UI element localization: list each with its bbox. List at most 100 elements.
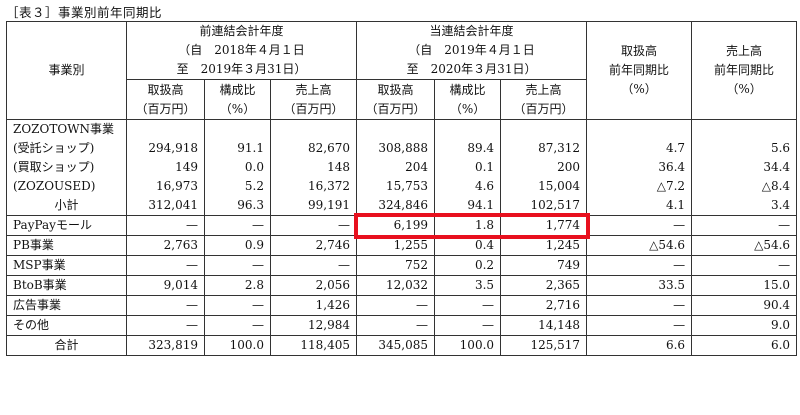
subheader-prev-ratio: 構成比 （%） [204, 79, 271, 120]
table-cell [434, 119, 502, 139]
table-cell: 0.9 [204, 235, 271, 256]
header-yoy-handling: 取扱高 前年同期比 （%） [586, 21, 693, 120]
table-cell: 345,085 [356, 335, 436, 356]
table-row: BtoB事業 9,014 2.8 2,056 12,032 3.5 2,365 33.5 15.… [6, 275, 798, 296]
table-cell [204, 119, 271, 139]
table-cell: 96.3 [204, 196, 271, 216]
table-cell: 5.2 [204, 177, 271, 196]
table-row: (ZOZOUSED) 16,973 5.2 16,372 15,753 4.6 15,004… [6, 177, 798, 196]
subheader-curr-sales: 売上高 （百万円） [500, 79, 588, 120]
table-cell: 2,746 [269, 235, 358, 256]
table-cell: 0.1 [434, 158, 502, 177]
table-cell: 4.1 [586, 196, 693, 216]
table-cell: — [204, 295, 271, 316]
table-cell: 15,004 [500, 177, 588, 196]
table-cell: 323,819 [126, 335, 205, 356]
row-label: (買取ショップ) [6, 158, 127, 177]
table-cell: 36.4 [586, 158, 693, 177]
table-row: PB事業 2,763 0.9 2,746 1,255 0.4 1,245 △54.6 △54.6 [6, 235, 798, 256]
table-cell: 102,517 [500, 196, 588, 216]
table-cell: 33.5 [586, 275, 693, 296]
subheader-curr-handling: 取扱高 （百万円） [356, 79, 436, 120]
table-cell: — [586, 315, 693, 336]
row-label: BtoB事業 [6, 275, 127, 296]
subheader-prev-sales: 売上高 （百万円） [269, 79, 358, 120]
table-cell: — [356, 315, 436, 336]
table-cell: 15,753 [356, 177, 436, 196]
table-cell [269, 119, 358, 139]
table-cell: — [126, 315, 205, 336]
table-row: ZOZOTOWN事業 [6, 119, 798, 139]
table-cell: 752 [356, 255, 436, 276]
table-cell: 1,426 [269, 295, 358, 316]
table-cell: △7.2 [586, 177, 693, 196]
table-cell: — [356, 295, 436, 316]
table-cell: 0.2 [434, 255, 502, 276]
table-cell: 4.6 [434, 177, 502, 196]
table-cell: 9.0 [691, 315, 798, 336]
row-label: 広告事業 [6, 295, 127, 316]
table-cell: 87,312 [500, 139, 588, 158]
table-cell [126, 119, 205, 139]
table-cell: 312,041 [126, 196, 205, 216]
row-label: MSP事業 [6, 255, 127, 276]
table-row: MSP事業 — — —752 0.2 749— — [6, 255, 798, 276]
table-cell: 749 [500, 255, 588, 276]
table-cell: 2,763 [126, 235, 205, 256]
table-cell: 90.4 [691, 295, 798, 316]
table-cell: 118,405 [269, 335, 358, 356]
table-cell: — [269, 255, 358, 276]
table-cell: 200 [500, 158, 588, 177]
table-cell: — [691, 215, 798, 236]
table-cell: 1,255 [356, 235, 436, 256]
table-cell: — [691, 255, 798, 276]
table-cell: 324,846 [356, 196, 436, 216]
table-cell: 6,199 [356, 215, 436, 236]
table-cell: 99,191 [269, 196, 358, 216]
table-caption: ［表３］事業別前年同期比 [6, 5, 163, 20]
table-cell: 2,716 [500, 295, 588, 316]
table-cell: 3.5 [434, 275, 502, 296]
table-cell: — [126, 295, 205, 316]
table-row: その他 — —12,984— —14,148—9.0 [6, 315, 798, 336]
table-cell [356, 119, 436, 139]
row-label: (受託ショップ) [6, 139, 127, 158]
table-row: PayPayモール — — —6,199 1.8 1,774— — [6, 215, 798, 236]
table-cell: 16,973 [126, 177, 205, 196]
table-cell: 89.4 [434, 139, 502, 158]
row-label: 合計 [6, 335, 127, 356]
table-cell: 1,245 [500, 235, 588, 256]
header-curr-period: 当連結会計年度 （自 2019年４月１日 至 2020年３月31日） [356, 21, 588, 80]
table-cell: 3.4 [691, 196, 798, 216]
table-cell: △54.6 [586, 235, 693, 256]
row-label: PayPayモール [6, 215, 127, 236]
table-cell: — [586, 295, 693, 316]
table-cell: 125,517 [500, 335, 588, 356]
table-cell: 1.8 [434, 215, 502, 236]
table-cell: — [434, 315, 502, 336]
table-cell: — [126, 215, 205, 236]
table-cell: 9,014 [126, 275, 205, 296]
table-cell [500, 119, 588, 139]
subheader-curr-ratio: 構成比 （%） [434, 79, 502, 120]
table-cell: — [269, 215, 358, 236]
row-label: その他 [6, 315, 127, 336]
table-cell: 94.1 [434, 196, 502, 216]
table-cell: 0.0 [204, 158, 271, 177]
table-cell: — [204, 315, 271, 336]
table-cell: 308,888 [356, 139, 436, 158]
table-cell: 14,148 [500, 315, 588, 336]
row-label: ZOZOTOWN事業 [6, 119, 127, 139]
subheader-prev-handling: 取扱高 （百万円） [126, 79, 205, 120]
table-cell: 2.8 [204, 275, 271, 296]
table-cell [586, 119, 693, 139]
table-cell: 100.0 [434, 335, 502, 356]
table-cell: 6.6 [586, 335, 693, 356]
row-label: PB事業 [6, 235, 127, 256]
table-cell: 6.0 [691, 335, 798, 356]
table-cell: 15.0 [691, 275, 798, 296]
header-yoy-sales: 売上高 前年同期比 （%） [691, 21, 798, 120]
table-row: (買取ショップ) 149 0.0 148 204 0.1 200 36.4 34.4 [6, 158, 798, 177]
table-cell: 91.1 [204, 139, 271, 158]
table-row: 合計 323,819 100.0 118,405 345,085 100.0 125,517… [6, 335, 798, 356]
